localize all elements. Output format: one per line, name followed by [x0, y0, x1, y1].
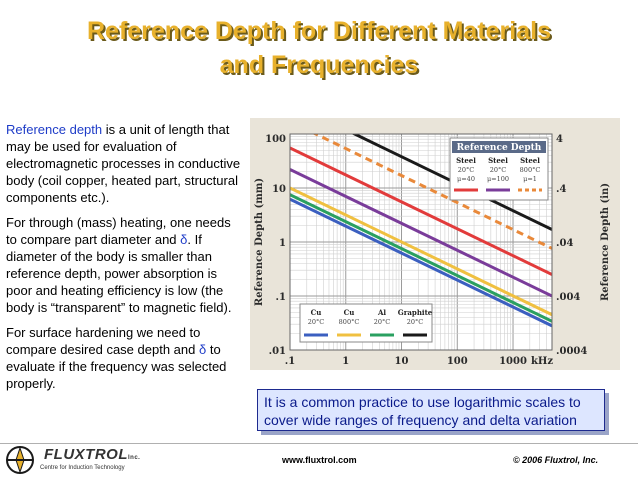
chart-series: [290, 134, 552, 328]
legend-steel-temp: 20°C: [458, 166, 475, 174]
legend-steel-name: Steel: [456, 156, 476, 165]
series-line-3: [351, 134, 552, 231]
fluxtrol-logo-icon: [6, 446, 34, 474]
slide-title-line2: and Frequencies: [219, 51, 419, 79]
slide-title: Reference Depth for Different Materials …: [0, 14, 638, 82]
legend-steel-name: Steel: [488, 156, 508, 165]
x-tick-label: 1000: [499, 356, 527, 367]
fluxtrol-logo: FLUXTROLInc. Centre for Induction Techno…: [4, 445, 140, 475]
footer-copyright: © 2006 Fluxtrol, Inc.: [513, 455, 599, 465]
legend-material-temp: 20°C: [407, 318, 424, 326]
legend-steel-mu: μ=1: [523, 175, 537, 183]
paragraph-surface-hardening: For surface hardening we need to compare…: [6, 324, 241, 392]
legend-material-temp: 20°C: [308, 318, 325, 326]
paragraph-reference-depth: Reference depth is a unit of length that…: [6, 121, 241, 206]
paragraph-1-text: is a unit of length that may be used for…: [6, 122, 241, 205]
legend-title: Reference Depth: [457, 143, 542, 153]
slide-title-line1: Reference Depth for Different Materials: [86, 17, 551, 45]
delta-symbol: δ: [198, 342, 207, 357]
legend-material-name: Graphite: [398, 308, 433, 317]
legend-steel: Reference DepthSteel20°Cμ=40Steel20°Cμ=1…: [449, 137, 549, 201]
legend-material-temp: 800°C: [339, 318, 360, 326]
x-tick-label: 10: [395, 356, 409, 367]
y-tick-label-right: 4: [556, 134, 563, 145]
paragraph-2-text-b: . If diameter of the body is smaller tha…: [6, 232, 232, 315]
x-tick-label: .1: [285, 356, 295, 367]
term-reference-depth: Reference depth: [6, 122, 103, 137]
y-axis-label-right: Reference Depth (in): [600, 183, 611, 301]
y-tick-label-right: .004: [556, 292, 580, 303]
y-tick-label-right: .4: [556, 184, 566, 195]
series-line-1: [290, 146, 552, 276]
chart-svg: .1 1 10 100 1000 kHz.01.1110100.0004.004.04.4…: [254, 133, 611, 367]
y-tick-label-left: 100: [265, 134, 286, 145]
series-line-2: [290, 168, 552, 298]
paragraph-through-heating: For through (mass) heating, one needs to…: [6, 214, 241, 316]
y-tick-label-right: .04: [556, 238, 573, 249]
chart-axes: .1 1 10 100 1000 kHz.01.1110100.0004.004.04.4…: [265, 133, 587, 367]
log-scale-note: It is a common practice to use logarithm…: [257, 389, 605, 431]
series-line-6: [290, 197, 552, 328]
legend-material-name: Cu: [311, 308, 322, 317]
y-axis-label-left: Reference Depth (mm): [254, 178, 265, 306]
legend-title-bg: [452, 141, 546, 153]
legend-steel-mu: μ=40: [457, 175, 475, 183]
reference-depth-chart: .1 1 10 100 1000 kHz .01.1 1 10 100.0004.004.04.4…: [250, 118, 620, 370]
y-tick-label-right: .0004: [556, 346, 587, 357]
y-tick-label-left: .1: [276, 292, 286, 303]
footer-divider: [0, 443, 638, 444]
x-axis-unit-label: kHz: [531, 356, 553, 367]
legend-steel-name: Steel: [520, 156, 540, 165]
legend-material-temp: 20°C: [374, 318, 391, 326]
series-line-4: [290, 186, 552, 317]
footer-url: www.fluxtrol.com: [282, 455, 357, 465]
paragraph-2-text-a: For through (mass) heating, one needs to…: [6, 215, 231, 247]
legend-steel-temp: 20°C: [490, 166, 507, 174]
legend-steel-temp: 800°C: [520, 166, 541, 174]
paragraph-3-text-a: For surface hardening we need to compare…: [6, 325, 201, 357]
logo-tagline: Centre for Induction Technology: [40, 465, 125, 471]
legend-material-name: Cu: [344, 308, 355, 317]
plot-border: [289, 133, 553, 351]
y-tick-label-left: .01: [269, 346, 286, 357]
paragraph-3-text-b: to evaluate if the frequency was selecte…: [6, 342, 227, 391]
x-tick-label: 1: [342, 356, 349, 367]
legend-steel-mu: μ=100: [487, 175, 509, 183]
y-tick-label-left: 10: [272, 184, 286, 195]
series-line-5: [290, 193, 552, 323]
x-tick-label: 100: [447, 356, 468, 367]
delta-symbol: δ: [180, 232, 188, 247]
y-tick-label-left: 1: [279, 238, 286, 249]
body-text: Reference depth is a unit of length that…: [6, 121, 241, 400]
series-line-0: [312, 134, 552, 250]
legend-material-name: Al: [377, 308, 386, 317]
logo-inc: Inc.: [128, 455, 141, 461]
logo-name: FLUXTROLInc.: [44, 446, 141, 463]
